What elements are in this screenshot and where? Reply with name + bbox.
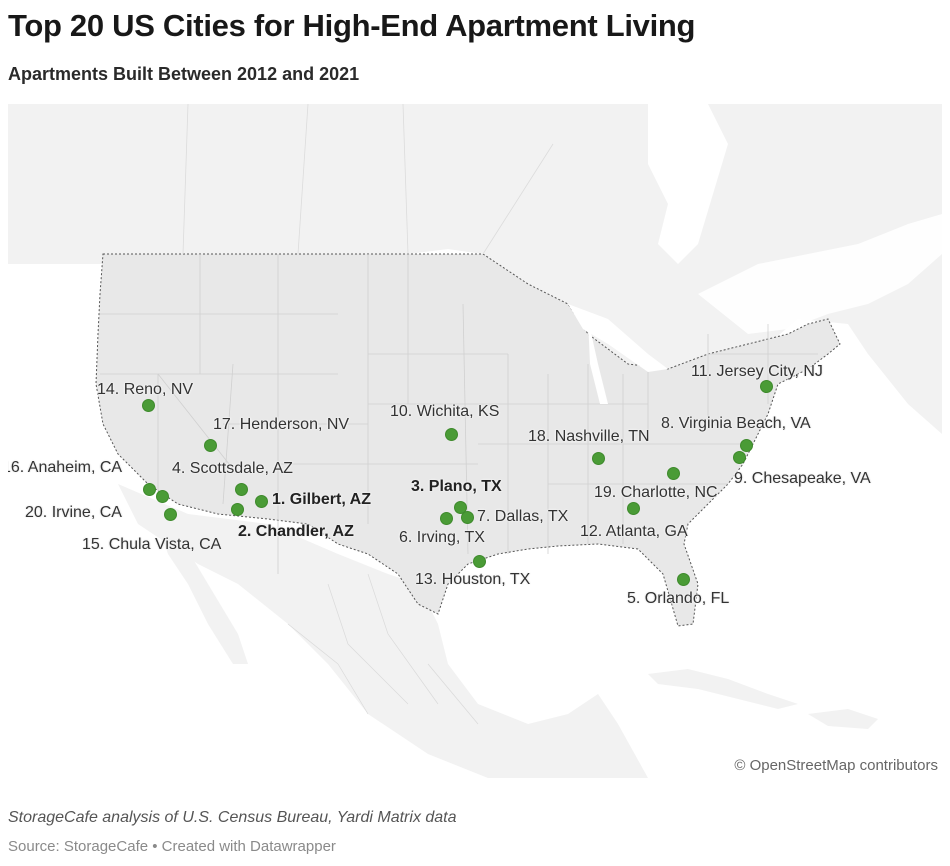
label-orlando: 5. Orlando, FL (627, 590, 730, 607)
label-jersey-city: 11. Jersey City, NJ (691, 363, 823, 380)
label-anaheim: 16. Anaheim, CA (8, 459, 123, 476)
label-chesapeake: 9. Chesapeake, VA (734, 470, 871, 487)
marker-irving[interactable] (439, 511, 453, 525)
marker-gilbert[interactable] (254, 494, 268, 508)
marker-nashville[interactable] (591, 451, 605, 465)
marker-virginia-beach[interactable] (739, 438, 753, 452)
marker-henderson[interactable] (203, 438, 217, 452)
chart-subtitle: Apartments Built Between 2012 and 2021 (8, 64, 360, 84)
marker-anaheim[interactable] (142, 482, 156, 496)
marker-chula-vista[interactable] (163, 507, 177, 521)
marker-jersey-city[interactable] (759, 379, 773, 393)
marker-irvine[interactable] (155, 489, 169, 503)
marker-dallas[interactable] (460, 510, 474, 524)
label-dallas: 7. Dallas, TX (477, 508, 569, 525)
label-atlanta: 12. Atlanta, GA (580, 523, 688, 540)
marker-scottsdale[interactable] (234, 482, 248, 496)
chart-source[interactable]: Source: StorageCafe • Created with Dataw… (8, 838, 336, 855)
label-irving: 6. Irving, TX (399, 529, 485, 546)
label-chula-vista: 15. Chula Vista, CA (82, 536, 222, 553)
chart-title: Top 20 US Cities for High-End Apartment … (8, 8, 696, 43)
marker-atlanta[interactable] (626, 501, 640, 515)
label-gilbert: 1. Gilbert, AZ (272, 491, 371, 508)
label-plano: 3. Plano, TX (411, 478, 502, 495)
chart-notes: StorageCafe analysis of U.S. Census Bure… (8, 809, 457, 826)
label-nashville: 18. Nashville, TN (528, 428, 650, 445)
land-mexico (118, 484, 648, 778)
label-virginia-beach: 8. Virginia Beach, VA (661, 415, 811, 432)
marker-reno[interactable] (141, 398, 155, 412)
label-henderson: 17. Henderson, NV (213, 416, 350, 433)
marker-orlando[interactable] (676, 572, 690, 586)
map-attribution[interactable]: © OpenStreetMap contributors (734, 757, 938, 774)
marker-wichita[interactable] (444, 427, 458, 441)
label-scottsdale: 4. Scottsdale, AZ (172, 460, 293, 477)
map-area[interactable]: 1. Gilbert, AZ 2. Chandler, AZ 3. Plano,… (8, 104, 942, 778)
label-wichita: 10. Wichita, KS (390, 403, 500, 420)
label-irvine: 20. Irvine, CA (25, 504, 122, 521)
label-reno: 14. Reno, NV (97, 381, 194, 398)
marker-chesapeake[interactable] (732, 450, 746, 464)
basemap (8, 104, 942, 778)
land-us (95, 253, 841, 627)
marker-houston[interactable] (472, 554, 486, 568)
label-chandler: 2. Chandler, AZ (238, 523, 354, 540)
label-houston: 13. Houston, TX (415, 571, 531, 588)
marker-charlotte[interactable] (666, 466, 680, 480)
label-charlotte: 19. Charlotte, NC (594, 484, 718, 501)
marker-plano[interactable] (453, 500, 467, 514)
marker-chandler[interactable] (230, 502, 244, 516)
